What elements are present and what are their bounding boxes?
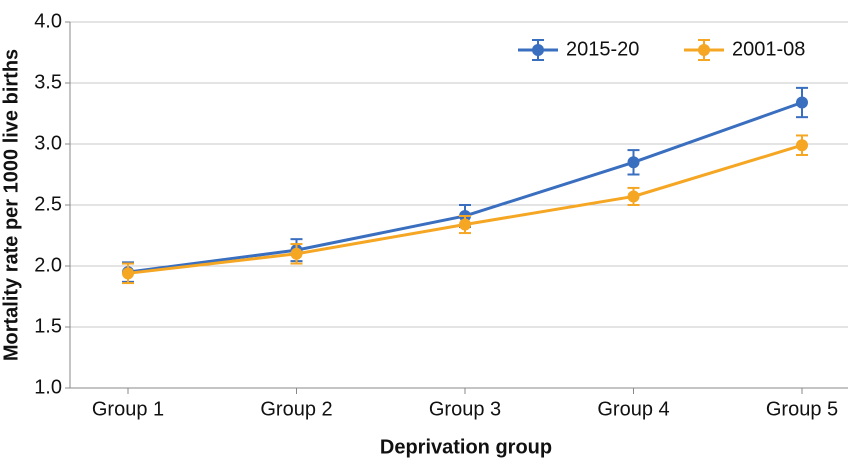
y-tick-label: 1.5	[34, 315, 62, 337]
x-tick-label: Group 5	[766, 398, 838, 420]
y-tick-label: 3.5	[34, 71, 62, 93]
y-tick-label: 2.5	[34, 193, 62, 215]
point	[796, 96, 808, 109]
point	[796, 139, 808, 152]
legend-label: 2001-08	[732, 38, 805, 60]
x-tick-label: Group 1	[92, 398, 164, 420]
x-tick-label: Group 4	[597, 398, 669, 420]
x-tick-label: Group 3	[429, 398, 501, 420]
y-axis-label: Mortality rate per 1000 live births	[0, 49, 22, 361]
y-tick-label: 1.0	[34, 376, 62, 398]
legend-label: 2015-20	[566, 38, 639, 60]
point	[122, 267, 134, 280]
y-tick-label: 2.0	[34, 254, 62, 276]
y-tick-label: 4.0	[34, 10, 62, 32]
point	[459, 218, 471, 231]
legend-marker	[532, 44, 544, 56]
point	[290, 247, 303, 260]
legend-marker	[698, 44, 710, 56]
point	[627, 190, 640, 203]
x-tick-label: Group 2	[260, 398, 332, 420]
y-tick-label: 3.0	[34, 132, 62, 154]
series-line	[127, 101, 803, 274]
x-axis-label: Deprivation group	[380, 436, 552, 458]
point	[627, 156, 640, 169]
